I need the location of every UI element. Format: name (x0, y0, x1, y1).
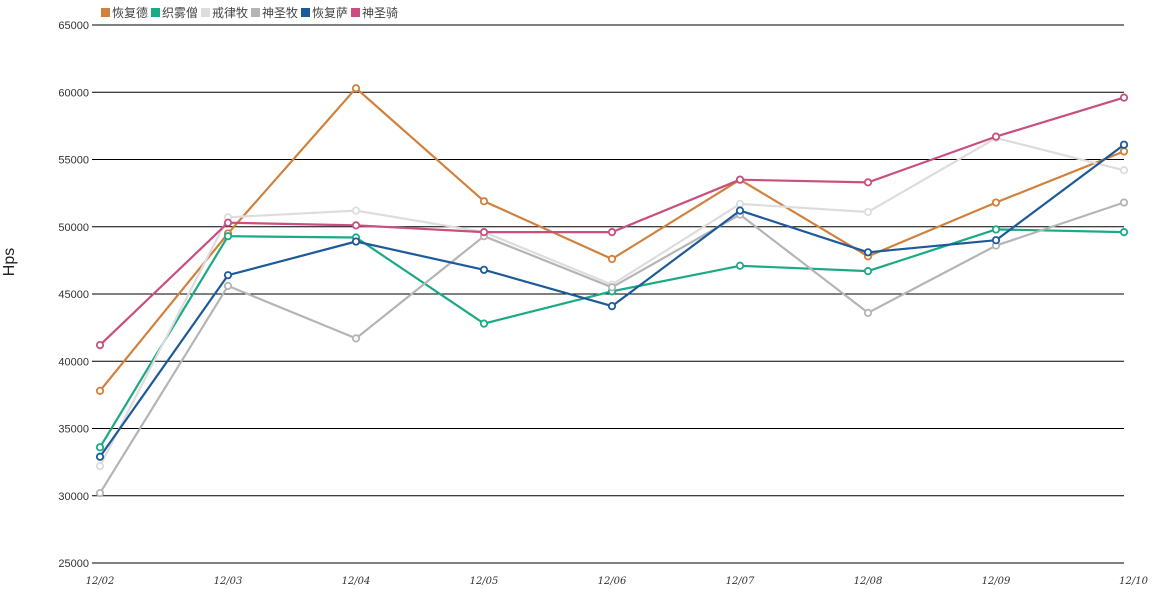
data-point[interactable] (991, 225, 1001, 234)
data-point[interactable] (351, 237, 361, 246)
y-tick-label: 35000 (58, 424, 89, 436)
x-tick-label: 12/04 (342, 576, 371, 587)
y-tick-label: 30000 (58, 491, 89, 503)
data-point[interactable] (351, 221, 361, 230)
legend-swatch (201, 8, 210, 17)
data-point[interactable] (735, 199, 745, 208)
data-point[interactable] (223, 218, 233, 227)
legend-swatch (151, 8, 160, 17)
series-line (99, 87, 1125, 392)
legend-swatch (101, 8, 110, 17)
data-point[interactable] (863, 207, 873, 217)
legend[interactable]: 恢复德 织雾僧 戒律牧 神圣牧 恢复萨 神圣骑 (101, 5, 398, 20)
series-lines (95, 84, 1129, 498)
data-point[interactable] (479, 265, 489, 274)
legend-label: 恢复德 (112, 5, 148, 20)
data-point[interactable] (1119, 228, 1129, 237)
data-point[interactable] (95, 462, 105, 471)
data-point[interactable] (863, 248, 873, 257)
data-point[interactable] (95, 341, 105, 350)
legend-label: 神圣牧 (262, 6, 298, 20)
y-tick-label: 60000 (58, 87, 89, 99)
x-tick-label: 12/05 (470, 576, 499, 587)
data-point[interactable] (607, 302, 617, 311)
legend-swatch (301, 8, 310, 17)
x-tick-label: 12/10 (1119, 576, 1148, 587)
data-point[interactable] (479, 319, 489, 328)
series-line (99, 143, 1125, 458)
x-tick-label: 12/06 (598, 576, 627, 587)
data-point[interactable] (991, 198, 1001, 207)
data-point[interactable] (351, 334, 361, 343)
x-axis-ticks: 12/02 12/03 12/04 12/05 12/06 12/07 12/08 12/09… (86, 576, 1149, 587)
legend-item[interactable]: 戒律牧 (201, 6, 248, 20)
data-point[interactable] (351, 206, 361, 215)
data-point[interactable] (863, 267, 873, 276)
data-point[interactable] (223, 271, 233, 280)
data-point[interactable] (479, 197, 489, 206)
legend-item[interactable]: 恢复萨 (301, 6, 348, 20)
data-point[interactable] (1119, 93, 1129, 102)
data-point[interactable] (95, 488, 105, 498)
x-tick-label: 12/02 (86, 576, 115, 587)
x-tick-label: 12/03 (214, 576, 243, 587)
data-point[interactable] (1119, 198, 1129, 207)
series-神圣牧[interactable] (95, 198, 1129, 498)
y-tick-label: 40000 (58, 356, 89, 368)
data-point[interactable] (607, 283, 617, 292)
y-axis-ticks: 25000 30000 35000 40000 45000 50000 55000 60000… (58, 20, 89, 570)
legend-label: 戒律牧 (212, 6, 248, 20)
y-axis-label: Hps (1, 248, 18, 276)
data-point[interactable] (991, 236, 1001, 245)
legend-swatch (251, 8, 260, 17)
y-tick-label: 50000 (58, 222, 89, 234)
x-tick-label: 12/09 (982, 576, 1011, 587)
data-point[interactable] (223, 232, 233, 241)
legend-label: 织雾僧 (162, 6, 198, 20)
series-神圣骑[interactable] (95, 93, 1129, 350)
legend-label: 恢复萨 (312, 6, 348, 20)
gridlines (92, 24, 1124, 564)
legend-item[interactable]: 恢复德 (101, 5, 148, 20)
data-point[interactable] (1119, 166, 1129, 175)
legend-label: 神圣骑 (362, 6, 398, 20)
legend-item[interactable]: 织雾僧 (151, 6, 198, 20)
data-point[interactable] (95, 443, 105, 452)
series-恢复萨[interactable] (95, 140, 1129, 461)
data-point[interactable] (1119, 147, 1129, 156)
data-point[interactable] (863, 178, 873, 187)
series-恢复德[interactable] (95, 84, 1129, 395)
x-tick-label: 12/07 (726, 576, 755, 587)
data-point[interactable] (863, 308, 873, 317)
y-tick-label: 55000 (58, 155, 89, 167)
y-tick-label: 65000 (58, 20, 89, 32)
data-point[interactable] (479, 228, 489, 237)
y-tick-label: 25000 (58, 558, 89, 570)
data-point[interactable] (607, 254, 617, 264)
series-line (99, 201, 1125, 494)
data-point[interactable] (735, 175, 745, 184)
y-tick-label: 45000 (58, 289, 89, 301)
x-tick-label: 12/08 (854, 576, 883, 587)
data-point[interactable] (991, 132, 1001, 141)
data-point[interactable] (1119, 140, 1129, 149)
data-point[interactable] (735, 206, 745, 215)
data-point[interactable] (95, 452, 105, 461)
legend-item[interactable]: 神圣骑 (351, 6, 398, 20)
legend-swatch (351, 8, 360, 17)
data-point[interactable] (351, 84, 361, 93)
legend-item[interactable]: 神圣牧 (251, 6, 298, 20)
data-point[interactable] (95, 386, 105, 395)
data-point[interactable] (607, 228, 617, 237)
data-point[interactable] (735, 261, 745, 270)
data-point[interactable] (223, 281, 233, 291)
